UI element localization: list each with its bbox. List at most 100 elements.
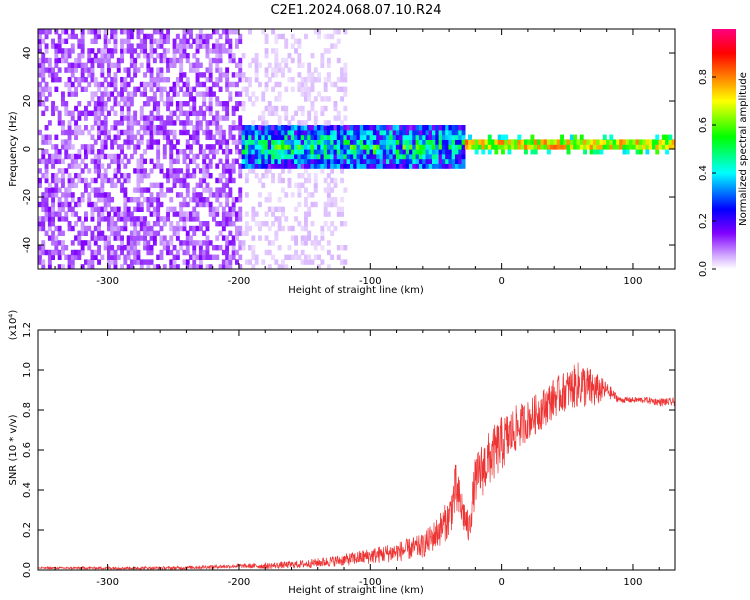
spectrogram-cell (215, 77, 220, 83)
spectrogram-cell (162, 48, 167, 54)
spectrogram-cell (156, 201, 161, 208)
spectrogram-cell (169, 163, 174, 169)
spectrogram-cell (395, 125, 400, 131)
spectrogram-cell (317, 125, 321, 131)
spectrogram-cell (93, 206, 98, 212)
spectrogram-cell (93, 201, 98, 208)
spectrogram-cell (90, 125, 95, 131)
spectrogram-cell (267, 158, 272, 164)
spectrogram-cell (267, 125, 272, 131)
colorbar-tick-label: 0.6 (698, 117, 709, 133)
spectrogram-cell (369, 134, 374, 140)
spectrogram-cell (271, 163, 275, 169)
spectrogram-cell (248, 81, 252, 88)
spectrogram-cell (97, 225, 101, 232)
spectrogram-cell (310, 153, 315, 160)
spectrogram-cell (208, 173, 213, 179)
spectrogram-cell (294, 158, 298, 164)
spectrogram-cell (93, 81, 98, 88)
spectrogram-cell (389, 129, 394, 136)
spectrogram-cell (386, 149, 390, 155)
spectrogram-cell (179, 240, 184, 246)
spectrogram-cell (458, 134, 463, 140)
spectrogram-cell (225, 163, 230, 169)
spectrogram-cell (139, 173, 144, 179)
spectrogram-cell (90, 259, 95, 265)
spectrogram-cell (300, 125, 305, 131)
spectrogram-cell (44, 206, 49, 212)
spectrogram-cell (261, 173, 266, 179)
spectrogram-cell (198, 225, 203, 232)
spectrogram-cell (116, 134, 121, 140)
spectrogram-cell (415, 158, 420, 164)
spectrogram-cell (67, 201, 72, 208)
spectrogram-cell (290, 254, 295, 260)
spectrogram-cell (139, 62, 144, 68)
spectrogram-cell (149, 33, 154, 40)
spectrogram-cell (107, 72, 111, 78)
spectrogram-cell (84, 187, 88, 193)
spectrogram-cell (208, 62, 213, 68)
spectrogram-cell (284, 129, 289, 136)
spectrogram-cell (412, 134, 417, 140)
spectrogram-cell (179, 182, 184, 188)
spectrogram-cell (44, 192, 49, 198)
spectrogram-cell (625, 139, 630, 145)
spectrogram-cell (84, 115, 88, 121)
spectrogram-cell (340, 245, 344, 251)
spectrogram-cell (205, 240, 210, 246)
spectrogram-cell (221, 264, 226, 269)
spectrogram-cell (84, 125, 88, 131)
spectrogram-cell (54, 134, 59, 140)
spectrogram-cell (185, 120, 190, 126)
spectrogram-cell (90, 187, 95, 193)
spectrogram-cell (185, 230, 190, 236)
spectrogram-cell (149, 81, 154, 88)
spectrogram-cell (395, 158, 400, 164)
spectrogram-cell (185, 201, 190, 208)
spectrogram-cell (422, 144, 427, 150)
spectrogram-cell (412, 129, 417, 136)
spectrogram-cell (169, 86, 174, 92)
spectrogram-cell (120, 77, 124, 83)
spectrogram-cell (304, 211, 308, 217)
spectrogram-cell (297, 201, 302, 208)
spectrogram-cell (277, 158, 282, 164)
spectrogram-cell (90, 235, 95, 241)
spectrogram-cell (372, 158, 377, 164)
spectrogram-cell (221, 182, 226, 188)
spectrogram-cell (143, 81, 147, 88)
spectrogram-cell (97, 149, 101, 155)
spectrogram-cell (287, 53, 292, 59)
spectrogram-cell (231, 125, 236, 131)
spectrogram-cell (241, 77, 246, 83)
spectrogram-cell (51, 158, 55, 164)
spectrogram-cell (57, 149, 62, 155)
spectrogram-cell (428, 153, 433, 160)
spectrogram-cell (258, 62, 262, 68)
spectrogram-cell (143, 216, 147, 222)
spectrogram-cell (287, 134, 292, 140)
spectrogram-cell (110, 77, 115, 83)
spectrogram-cell (313, 67, 318, 73)
spectrogram-cell (238, 197, 243, 203)
spectrogram-cell (110, 254, 115, 260)
spectrogram-cell (589, 139, 594, 145)
spectrogram-cell (297, 38, 302, 44)
spectrogram-cell (254, 53, 259, 59)
spectrogram-cell (166, 101, 170, 107)
spectrogram-cell (67, 48, 72, 54)
spectrogram-cell (254, 158, 259, 164)
spectrogram-cell (51, 206, 55, 212)
spectrogram-cell (172, 254, 177, 260)
spectrogram-cell (300, 120, 305, 126)
spectrogram-cell (366, 149, 371, 155)
snr-y-tick-label: 0.0 (22, 562, 33, 578)
spectrogram-cell (97, 105, 101, 112)
spectrogram-cell (218, 86, 223, 92)
spectrogram-cell (304, 259, 308, 265)
spectrogram-cell (244, 153, 249, 160)
spectrogram-cell (330, 43, 335, 49)
spectrogram-cell (120, 235, 124, 241)
spectrogram-cell (287, 120, 292, 126)
